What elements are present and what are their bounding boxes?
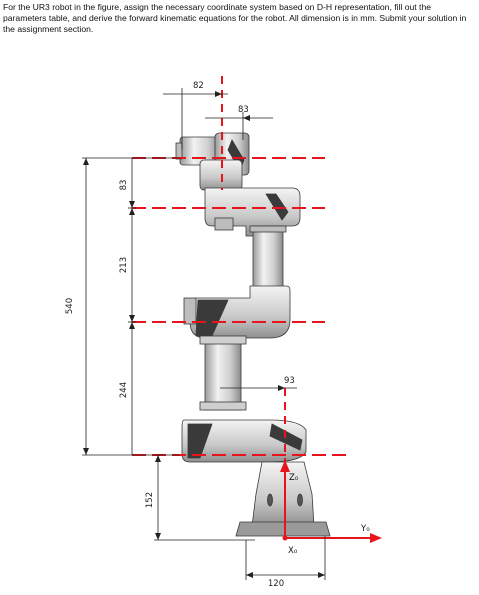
dim-120: 120 xyxy=(268,579,284,589)
x0-axis-dot xyxy=(282,535,288,541)
z0-label: Z₀ xyxy=(289,473,299,483)
dim-93: 93 xyxy=(284,376,295,386)
dimension-arrows xyxy=(83,91,325,578)
robot-drawing xyxy=(175,132,331,537)
base-coordinate-frame xyxy=(280,460,382,543)
x0-label: X₀ xyxy=(288,546,298,556)
base-plate xyxy=(235,521,331,537)
dim-82: 82 xyxy=(193,81,204,91)
dim-152: 152 xyxy=(145,492,155,508)
dim-540: 540 xyxy=(65,298,75,314)
y0-label: Y₀ xyxy=(360,524,370,534)
dim-213: 213 xyxy=(119,257,129,273)
dim-83-horizontal: 83 xyxy=(238,105,249,115)
y0-arrowhead xyxy=(370,533,382,543)
z0-arrowhead xyxy=(280,460,290,472)
question-text: For the UR3 robot in the figure, assign … xyxy=(3,2,467,35)
dim-83-vertical: 83 xyxy=(119,180,129,191)
upper-arm-tube xyxy=(204,337,242,411)
forearm-tube xyxy=(252,225,284,291)
dim-244: 244 xyxy=(119,382,129,398)
